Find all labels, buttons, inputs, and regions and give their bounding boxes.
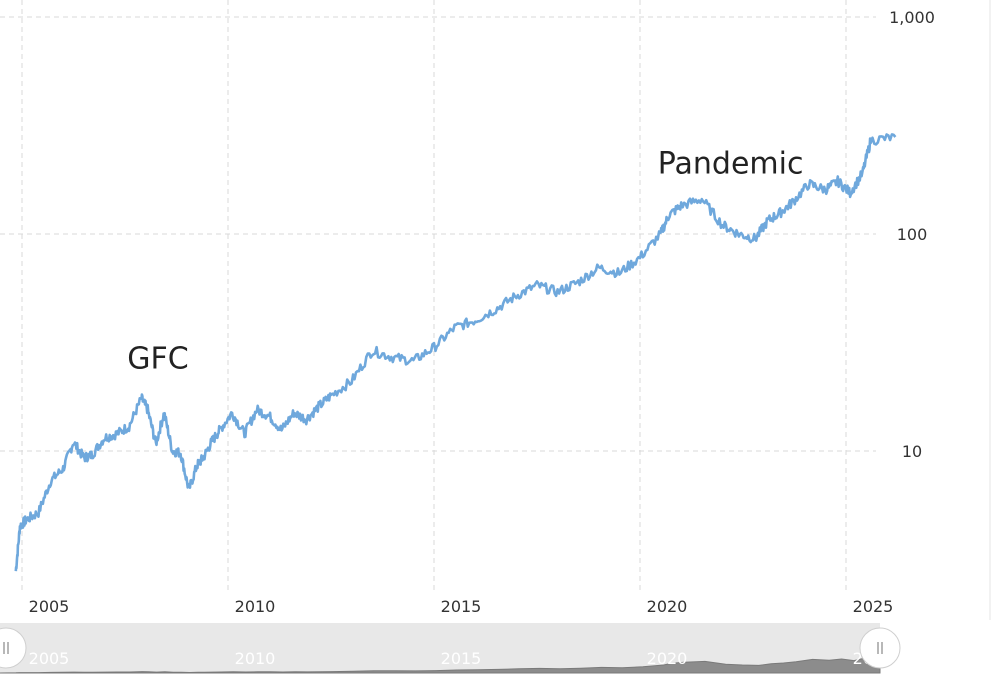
chart-annotation: Pandemic xyxy=(658,147,804,182)
axes: 2005 2010 2015 2020 2025 10 100 1,000 xyxy=(29,0,991,620)
navigator-series-area xyxy=(0,650,881,674)
annotations: GFC Pandemic xyxy=(127,147,803,377)
grid xyxy=(0,0,876,592)
y-tick-label: 100 xyxy=(897,225,928,244)
navigator-right-handle[interactable] xyxy=(859,627,901,669)
x-tick-label: 2010 xyxy=(235,597,276,616)
navigator-tick-label: 2010 xyxy=(235,649,276,668)
navigator-tick-label: 2005 xyxy=(29,649,70,668)
price-series-line xyxy=(14,133,897,572)
y-tick-label: 1,000 xyxy=(889,8,935,27)
y-tick-label: 10 xyxy=(902,442,922,461)
x-tick-label: 2015 xyxy=(441,597,482,616)
x-tick-label: 2005 xyxy=(29,597,70,616)
navigator-tick-label: 2015 xyxy=(441,649,482,668)
series-layer xyxy=(14,133,897,572)
x-tick-label: 2025 xyxy=(853,597,894,616)
x-tick-label: 2020 xyxy=(647,597,688,616)
navigator-tick-label: 2020 xyxy=(647,649,688,668)
chart-annotation: GFC xyxy=(127,341,188,376)
navigator-left-handle[interactable] xyxy=(0,627,27,669)
